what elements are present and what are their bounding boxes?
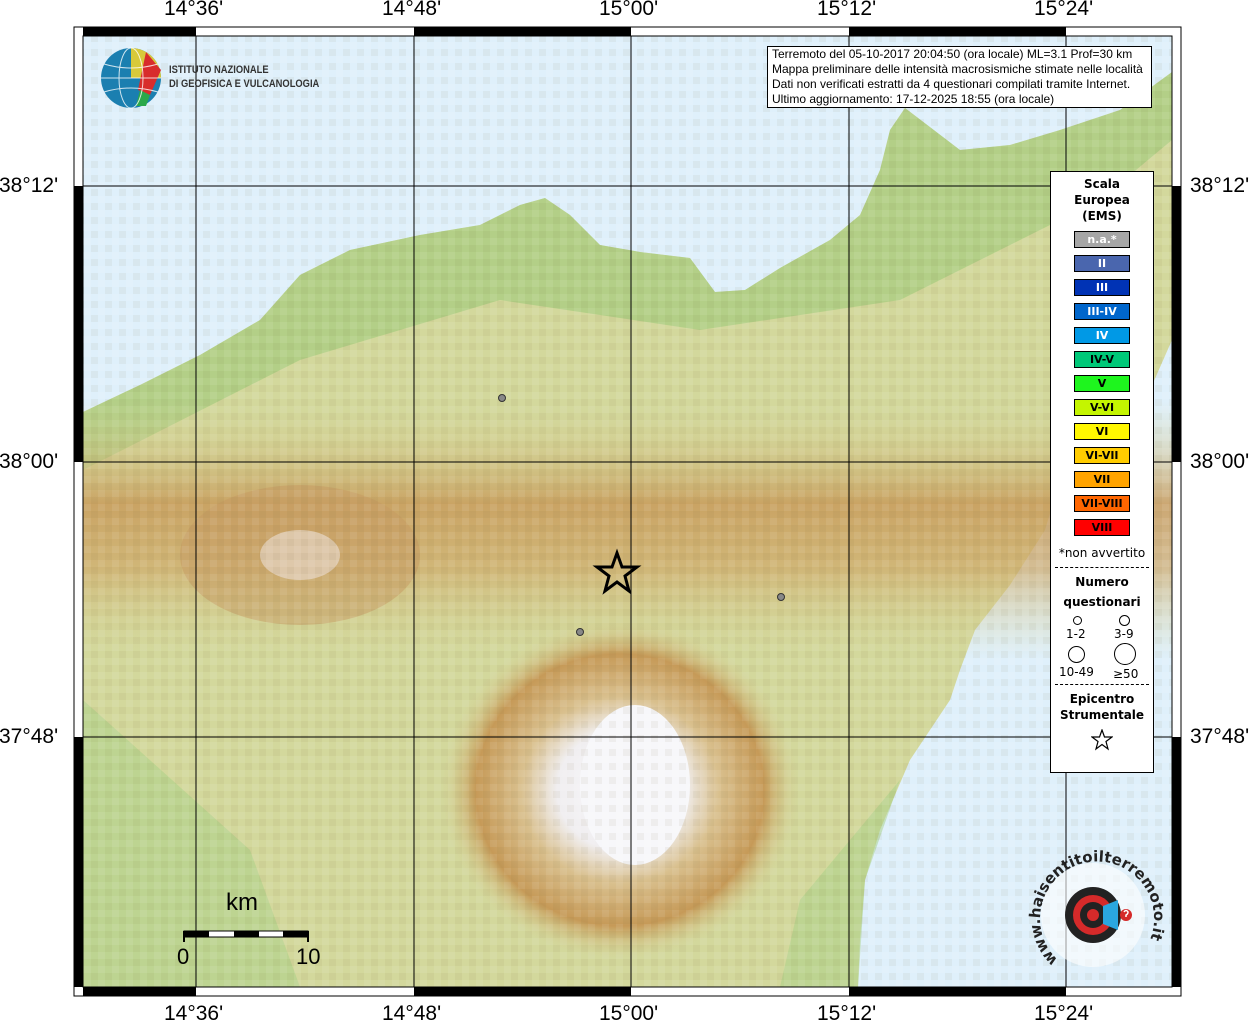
lon-tick: 15°24' xyxy=(1034,0,1094,20)
circle-large-icon xyxy=(1068,646,1085,663)
lat-tick: 38°00' xyxy=(0,450,59,473)
event-info-line: Mappa preliminare delle intensità macros… xyxy=(772,62,1143,76)
divider xyxy=(1055,567,1149,568)
circle-xlarge-icon xyxy=(1114,643,1136,665)
event-info-box: Terremoto del 05-10-2017 20:04:50 (ora l… xyxy=(767,46,1152,108)
lon-tick: 15°00' xyxy=(599,0,659,20)
intensity-swatch: V-VI xyxy=(1074,399,1130,416)
intensity-swatch: VIII xyxy=(1074,519,1130,536)
legend-title-line: Numero xyxy=(1075,575,1129,589)
circle-medium-icon xyxy=(1119,615,1130,626)
legend: Scala Europea (EMS) n.a.* II III III-IV IV IV… xyxy=(1050,171,1154,773)
legend-title-line: questionari xyxy=(1063,595,1141,609)
intensity-swatch: IV xyxy=(1074,327,1130,344)
lon-tick: 14°36' xyxy=(164,0,224,20)
lat-tick: 37°48' xyxy=(0,725,59,748)
lon-tick: 15°12' xyxy=(817,0,877,20)
lon-tick: 14°36' xyxy=(164,1002,224,1025)
lat-tick: 38°12' xyxy=(1190,174,1250,197)
locality-marker[interactable] xyxy=(576,628,584,636)
intensity-swatch: III xyxy=(1074,279,1130,296)
legend-title-line: (EMS) xyxy=(1082,209,1122,223)
legend-title-line: Europea xyxy=(1074,193,1130,207)
intensity-scale: n.a.* II III III-IV IV IV-V V V-VI VI VI-VII VII VI… xyxy=(1051,231,1153,536)
legend-title-line: Scala xyxy=(1083,177,1121,191)
lat-tick: 37°48' xyxy=(1190,725,1250,748)
intensity-swatch: VI-VII xyxy=(1074,447,1130,464)
legend-title-line: Epicentro xyxy=(1069,692,1135,706)
epicenter-title: Epicentro Strumentale xyxy=(1051,691,1153,723)
ingv-globe-logo xyxy=(101,47,161,109)
questionnaire-size-legend: 1-2 3-9 10-49 ≥50 xyxy=(1051,612,1153,682)
size-label: 10-49 xyxy=(1059,665,1094,679)
intensity-swatch: VI xyxy=(1074,423,1130,440)
intensity-swatch: VII xyxy=(1074,471,1130,488)
event-info-line: Terremoto del 05-10-2017 20:04:50 (ora l… xyxy=(772,47,1133,61)
size-label: ≥50 xyxy=(1113,667,1139,681)
lat-tick: 38°00' xyxy=(1190,450,1250,473)
logo-line: DI GEOFISICA E VULCANOLOGIA xyxy=(169,78,320,90)
logo-line: ISTITUTO NAZIONALE xyxy=(169,64,269,76)
epicenter-star-icon[interactable] xyxy=(592,548,642,595)
intensity-swatch: VII-VIII xyxy=(1074,495,1130,512)
scale-end: 10 xyxy=(296,944,321,969)
size-label: 3-9 xyxy=(1114,627,1134,641)
divider xyxy=(1055,684,1149,685)
intensity-swatch: n.a.* xyxy=(1074,231,1130,248)
circle-small-icon xyxy=(1073,616,1082,625)
lon-tick: 14°48' xyxy=(382,1002,442,1025)
intensity-swatch: III-IV xyxy=(1074,303,1130,320)
lon-tick: 15°00' xyxy=(599,1002,659,1025)
event-info-line: Dati non verificati estratti da 4 questi… xyxy=(772,77,1131,91)
event-info-line: Ultimo aggiornamento: 17-12-2025 18:55 (… xyxy=(772,92,1055,106)
questionnaires-title: Numero questionari xyxy=(1051,572,1153,612)
locality-marker[interactable] xyxy=(498,394,506,402)
scale-unit: km xyxy=(226,889,258,916)
intensity-swatch: V xyxy=(1074,375,1130,392)
lon-tick: 14°48' xyxy=(382,0,442,20)
size-label: 1-2 xyxy=(1066,627,1086,641)
scale-start: 0 xyxy=(177,944,190,969)
intensity-swatch: II xyxy=(1074,255,1130,272)
legend-title: Scala Europea (EMS) xyxy=(1051,176,1153,224)
scale-bar xyxy=(183,930,309,942)
lon-tick: 15°12' xyxy=(817,1002,877,1025)
ingv-logo-text: ISTITUTO NAZIONALE DI GEOFISICA E VULCAN… xyxy=(169,63,319,91)
legend-title-line: Strumentale xyxy=(1059,708,1145,722)
map-frame xyxy=(73,26,1182,997)
lat-tick: 38°12' xyxy=(0,174,59,197)
intensity-swatch: IV-V xyxy=(1074,351,1130,368)
locality-marker[interactable] xyxy=(777,593,785,601)
lon-tick: 15°24' xyxy=(1034,1002,1094,1025)
star-icon xyxy=(1090,728,1114,751)
legend-note: *non avvertito xyxy=(1058,546,1146,560)
